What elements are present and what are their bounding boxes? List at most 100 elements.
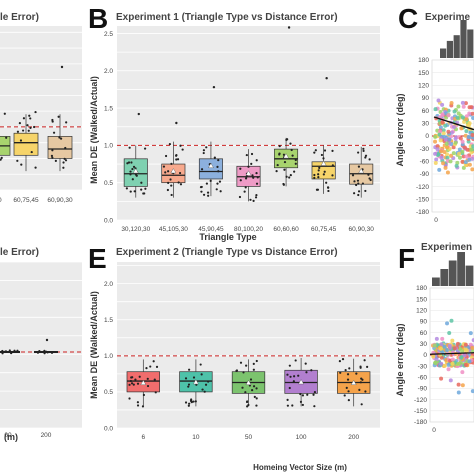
panel-c-y-tick-label: 60: [422, 108, 430, 115]
panel-b-data-point: [143, 147, 147, 150]
panel-b-data-point: [322, 173, 325, 176]
panel-b-data-point: [362, 147, 365, 150]
panel-c-y-tick-label: 90: [422, 95, 430, 102]
panel-e-data-point: [155, 365, 159, 368]
panel-e-data-point: [245, 400, 249, 404]
panel-c-data-point: [461, 154, 466, 159]
panel-b-data-point: [249, 198, 252, 201]
panel-e-data-point: [359, 381, 362, 384]
panel-b-data-point: [205, 182, 208, 185]
panel-c-data-point: [469, 105, 474, 110]
panel-b-mean-marker: [170, 168, 177, 174]
panel-f-data-point: [445, 321, 450, 326]
panel-b-data-point: [322, 157, 325, 160]
panel-c-data-point: [464, 154, 469, 159]
panel-c-data-point: [439, 155, 444, 160]
panel-c-histogram-bar: [460, 20, 467, 58]
panel-c-data-point: [433, 107, 438, 112]
panel-e-data-point: [286, 398, 289, 401]
panel-c-data-point: [438, 125, 443, 130]
panel-f-data-point: [442, 363, 447, 368]
panel-e-x-tick-label: 6: [141, 434, 145, 441]
panel-c-data-point: [445, 170, 450, 175]
panel-letter-e: E: [88, 243, 107, 274]
panel-c-data-point: [469, 150, 474, 155]
panel-b-data-point: [285, 175, 288, 178]
panel-b-mean-marker: [132, 168, 139, 174]
panel-c-data-point: [464, 114, 469, 119]
panel-c-data-point: [460, 139, 465, 144]
panel-a-data-point: [58, 136, 61, 139]
panel-f-y-tick-label: -60: [418, 375, 428, 382]
panel-e-data-point: [255, 387, 258, 390]
panel-c-data-point: [470, 133, 474, 138]
panel-b-data-point: [239, 167, 242, 170]
panel-a-data-point: [16, 130, 20, 133]
panel-c-y-tick-label: 180: [418, 57, 429, 64]
panel-b-data-point: [140, 181, 143, 184]
panel-c-data-point: [433, 134, 438, 139]
panel-b-mean-marker: [358, 168, 365, 174]
panel-e-data-point: [364, 390, 367, 393]
panel-f-histogram-bar: [432, 277, 440, 286]
panel-b-x-tick-label: 30,120,30: [121, 226, 150, 233]
panel-e-data-point: [255, 397, 258, 400]
panel-c-data-point: [438, 129, 443, 134]
panel-f-data-point: [468, 331, 473, 336]
panel-f-trend-line: [429, 352, 474, 355]
panel-c-data-point: [451, 151, 456, 156]
panel-letter-c: C: [398, 3, 418, 34]
panel-c-data-point: [441, 161, 446, 166]
panel-b-data-point: [278, 152, 281, 155]
panel-a-data-point: [63, 157, 66, 160]
panel-f-y-tick-label: -90: [418, 386, 428, 393]
panel-b-data-point: [283, 168, 286, 171]
panel-c-data-point: [455, 160, 460, 165]
panel-b-data-point: [247, 165, 250, 168]
panel-b-data-point: [217, 159, 220, 162]
panel-b-data-point: [314, 149, 317, 152]
panel-c-histogram-bar: [446, 40, 453, 58]
panel-c-y-tick-label: -60: [420, 159, 430, 166]
panel-b-data-point: [129, 173, 132, 176]
panel-e-data-point: [255, 404, 258, 407]
panel-b-data-point: [278, 145, 281, 148]
panel-b-data-point: [285, 138, 288, 141]
panel-e-data-point: [344, 369, 347, 372]
panel-e-data-point: [190, 398, 193, 401]
panel-e-data-point: [360, 403, 363, 406]
panel-e-data-point: [199, 363, 202, 366]
panel-f-data-point: [456, 390, 461, 395]
panel-f-data-point: [452, 346, 457, 351]
panel-e-data-point: [184, 401, 188, 404]
panel-e-data-point: [312, 393, 315, 396]
panel-f-data-point: [439, 361, 444, 366]
panel-f-y-tick-label: 180: [416, 285, 427, 292]
panel-e-data-point: [187, 385, 190, 388]
panel-f-data-point: [442, 344, 447, 349]
panel-b-mean-marker: [245, 170, 252, 176]
panel-b-outlier-point: [287, 26, 291, 29]
panel-f-data-point: [440, 336, 445, 341]
panel-b-data-point: [293, 170, 296, 173]
panel-b-data-point: [245, 153, 248, 157]
panel-e-data-point: [130, 376, 133, 379]
panel-c-data-point: [447, 137, 452, 142]
panel-e-data-point: [248, 384, 251, 387]
panel-f-data-point: [460, 383, 465, 388]
panel-b-data-point: [239, 179, 242, 182]
panel-e-title: Experiment 2 (Triangle Type vs Distance …: [116, 247, 338, 258]
panel-d-data-point: [1, 349, 4, 353]
panel-e-data-point: [346, 373, 350, 376]
panel-b-outlier-point: [137, 112, 140, 116]
panel-c-x-tick-label: 0: [434, 217, 438, 224]
panel-c-data-point: [434, 157, 439, 162]
panel-b-data-point: [288, 176, 291, 179]
panel-e-data-point: [128, 397, 131, 400]
panel-f-histogram-bar: [457, 252, 465, 286]
panel-c-histogram-bar: [453, 35, 460, 58]
panel-d-data-point: [13, 349, 16, 352]
panel-b-data-point: [216, 165, 219, 168]
panel-f-y-tick-label: -120: [414, 397, 427, 404]
panel-d-data-point: [38, 349, 41, 353]
